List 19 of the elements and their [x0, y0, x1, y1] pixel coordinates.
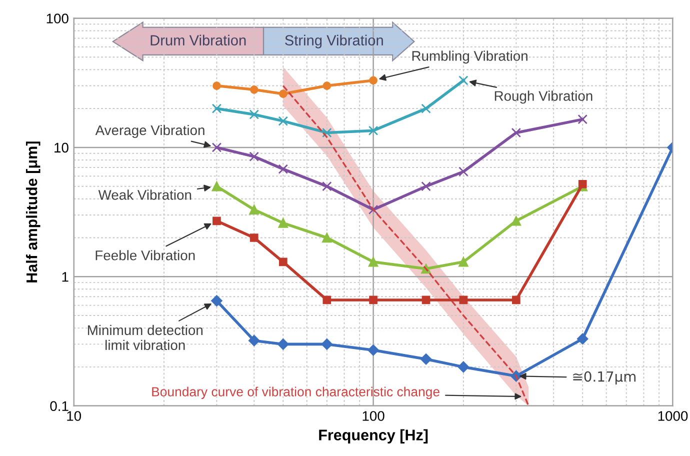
- text: Rough Vibration: [494, 90, 592, 104]
- series-label: Weak Vibration: [98, 190, 192, 200]
- text: Boundary curve of vibration characteristic change: [152, 386, 440, 400]
- text: Feeble Vibration: [96, 250, 195, 260]
- series-label: Average Vibration: [95, 124, 204, 138]
- x-axis-title: Frequency [Hz]: [319, 429, 428, 444]
- y-tick-label: 1: [62, 272, 68, 282]
- x-tick-label: 10: [67, 411, 82, 421]
- x-tick-label: 1000: [658, 411, 688, 421]
- y-tick-label: 0.1: [50, 401, 68, 412]
- annotation: Drum Vibration: [150, 34, 246, 46]
- series-label: Minimum detection limit vibration: [88, 324, 202, 350]
- text: Rumbling Vibration: [412, 50, 528, 64]
- y-tick-label: 10: [54, 142, 68, 153]
- x-tick-label: 100: [362, 411, 384, 421]
- annotation: ≅0.17μm: [573, 371, 636, 384]
- y-axis-title: Half amplitude [μm]: [26, 142, 40, 282]
- y-tick-label: 100: [46, 14, 68, 24]
- annotation: String Vibration: [285, 34, 383, 48]
